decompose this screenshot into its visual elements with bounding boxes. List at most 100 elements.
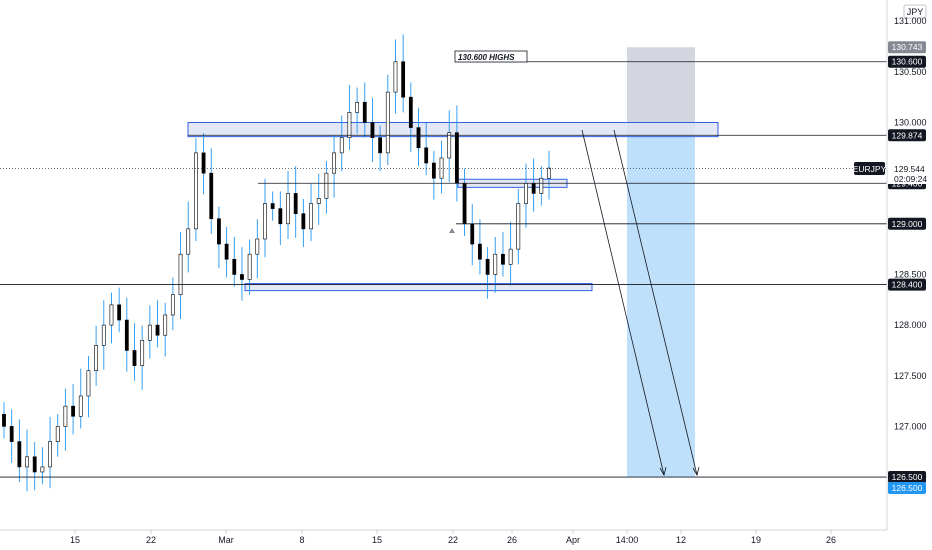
time-tick-label: 8: [299, 535, 304, 545]
price-tag-label: 126.500: [892, 483, 923, 493]
time-tick-label: 12: [676, 535, 686, 545]
candle-body: [9, 426, 14, 442]
time-tick-label: 15: [372, 535, 382, 545]
candle-body: [416, 127, 421, 149]
price-tag-label: 130.600: [892, 57, 923, 67]
candle-body: [63, 405, 68, 427]
candle-body: [547, 167, 551, 179]
candle-body: [71, 405, 75, 417]
price-tag: [888, 278, 926, 291]
candle-body: [478, 243, 482, 260]
projection-arrow: [581, 129, 665, 476]
candle-body: [163, 314, 168, 336]
candle-body: [316, 198, 321, 204]
symbol-tag: EURJPY: [853, 162, 887, 175]
price-tag-label: 130.743: [892, 42, 923, 52]
highs-annotation: 130.600 HIGHS: [454, 50, 528, 63]
candle-body: [539, 177, 544, 194]
candle-body: [485, 258, 490, 275]
time-tick-label: Mar: [218, 535, 234, 545]
time-tick-label: 26: [507, 535, 517, 545]
candle-body: [393, 61, 398, 93]
candle-body: [109, 304, 114, 326]
time-tick-label: 26: [826, 535, 836, 545]
time-axis: 15 22 Mar 8 15 22 26 Apr 14:00 12 19 26: [0, 529, 887, 545]
price-tick-label: 127.000: [894, 421, 927, 431]
price-tag-label: 129.000: [892, 219, 923, 229]
candle-body: [324, 172, 329, 199]
candle-body: [55, 426, 60, 442]
candle-body: [278, 208, 283, 225]
candle-body: [2, 413, 6, 427]
candle-countdown: 02:09:24: [894, 174, 927, 184]
candle-body: [17, 441, 22, 468]
horizontal-lines: [0, 61, 887, 478]
candle-body: [86, 370, 91, 397]
candle-body: [132, 350, 137, 366]
candle-body: [439, 157, 444, 179]
time-tick-label: Apr: [566, 535, 580, 545]
candle-body: [217, 218, 221, 245]
candle-body: [117, 304, 122, 321]
candle-body: [94, 345, 99, 371]
candle-body: [401, 61, 406, 98]
candle-body: [201, 152, 206, 174]
candle-body: [247, 253, 252, 280]
resistance-zone: [187, 122, 719, 138]
candle-body: [431, 162, 436, 179]
candle-body: [155, 324, 160, 336]
price-tag: [888, 471, 926, 484]
candle-body: [531, 182, 536, 194]
currency-label: JPY: [907, 7, 924, 17]
price-tag: [888, 217, 926, 230]
projection-arrow: [613, 129, 698, 476]
candle-body: [224, 243, 229, 260]
arrow-head: [692, 466, 700, 477]
drawing-layer: [187, 47, 719, 478]
candle-body: [508, 248, 513, 265]
price-tag: [888, 129, 926, 142]
last-price-value: 129.544: [894, 164, 925, 174]
candle-body: [240, 274, 244, 280]
price-tag-label: 126.500: [892, 472, 923, 482]
price-tick-label: 130.000: [894, 118, 927, 128]
candle-body: [48, 441, 52, 468]
candle-body: [408, 96, 413, 128]
price-tag-label: 128.400: [892, 280, 923, 290]
candle-body: [378, 137, 383, 154]
candle-body: [186, 228, 191, 255]
candle-body: [347, 112, 352, 138]
candle-body: [170, 294, 175, 316]
price-tick-label: 131.000: [894, 16, 927, 26]
price-tick-label: 130.500: [894, 67, 927, 77]
candle-body: [355, 101, 359, 113]
support-zone: [244, 283, 593, 292]
candle-body: [301, 213, 306, 230]
candle-body: [40, 466, 45, 473]
highs-label: 130.600 HIGHS: [458, 53, 515, 62]
candle-body: [339, 137, 344, 154]
candle-body: [385, 91, 390, 154]
candle-body: [424, 147, 429, 164]
symbol-label: EURJPY: [853, 164, 887, 174]
price-axis: JPY 131.000130.500130.000129.500129.0001…: [886, 0, 932, 530]
price-tag: [888, 55, 926, 68]
candle-body: [501, 253, 505, 265]
price-tag: [888, 482, 926, 495]
candle-body: [462, 182, 467, 225]
candle-series: [2, 34, 551, 492]
candle-body: [362, 101, 367, 123]
price-tick-label: 128.000: [894, 320, 927, 330]
candle-body: [178, 253, 183, 296]
candle-body: [140, 339, 145, 366]
candle-body: [124, 319, 129, 351]
candle-body: [286, 193, 290, 225]
event-marker: [449, 228, 455, 233]
time-tick-label: 15: [70, 535, 80, 545]
time-tick-label: 22: [146, 535, 156, 545]
price-tag-label: 129.874: [892, 130, 923, 140]
last-price-tag: 129.544 02:09:24: [888, 162, 932, 184]
candle-body: [209, 172, 214, 220]
time-tick-label: 22: [448, 535, 458, 545]
